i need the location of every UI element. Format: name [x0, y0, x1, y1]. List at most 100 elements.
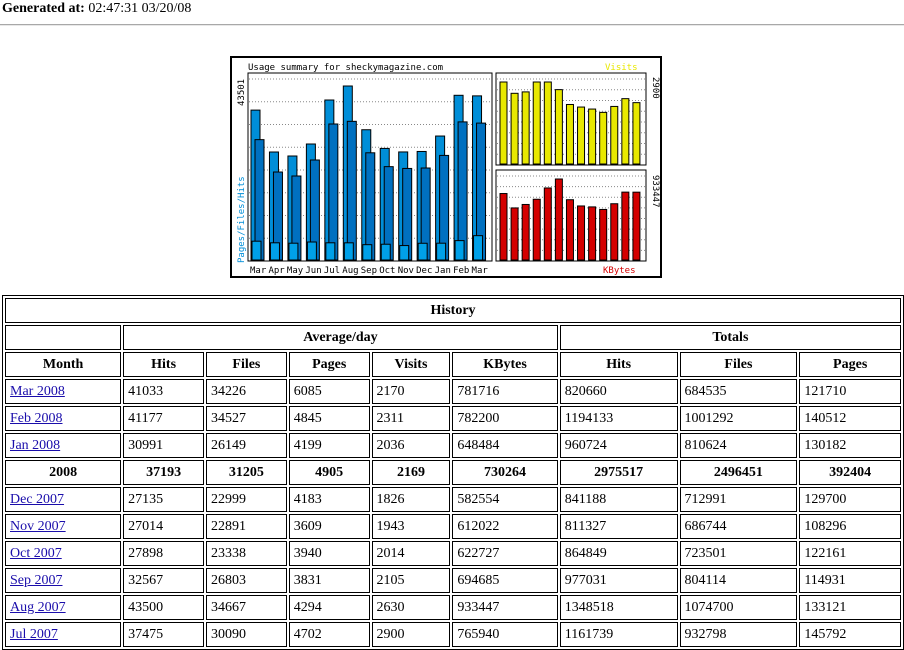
- pages-bar: [306, 241, 317, 261]
- month-tick-label: Mar: [250, 266, 267, 276]
- value-cell: 2170: [371, 379, 451, 404]
- month-link[interactable]: Nov 2007: [10, 518, 66, 534]
- month-tick-label: Nov: [398, 266, 414, 276]
- pages-bar: [325, 242, 336, 261]
- month-link[interactable]: Jul 2007: [10, 626, 58, 642]
- value-cell: 22891: [205, 514, 287, 539]
- month-cell: Dec 2007: [5, 487, 122, 512]
- value-cell: 31205: [205, 460, 287, 485]
- kbytes-bar: [610, 203, 619, 261]
- column-header-files: Files: [205, 352, 287, 377]
- history-caption-row: History: [5, 298, 901, 323]
- value-cell: 22999: [205, 487, 287, 512]
- month-link[interactable]: Aug 2007: [10, 599, 66, 615]
- value-cell: 864849: [559, 541, 678, 566]
- visits-bar: [565, 103, 574, 165]
- value-cell: 960724: [559, 433, 678, 458]
- kbytes-bar: [521, 203, 530, 261]
- value-cell: 27898: [123, 541, 204, 566]
- table-row: Jan 2008 30991 26149 4199 2036 648484 960724 81…: [5, 433, 901, 458]
- month-link[interactable]: Feb 2008: [10, 410, 63, 426]
- files-bar: [365, 152, 376, 261]
- value-cell: 2014: [371, 541, 451, 566]
- files-bar: [457, 121, 468, 261]
- month-tick-label: Jun: [305, 266, 321, 276]
- month-tick-label: Apr: [268, 266, 285, 276]
- value-cell: 392404: [799, 460, 901, 485]
- kbytes-bar: [621, 191, 630, 261]
- column-header-files: Files: [679, 352, 798, 377]
- value-cell: 782200: [452, 406, 558, 431]
- kbytes-bar: [543, 187, 552, 261]
- value-cell: 133121: [799, 595, 901, 620]
- value-cell: 23338: [205, 541, 287, 566]
- value-cell: 2169: [371, 460, 451, 485]
- pages-bar: [399, 245, 410, 261]
- value-cell: 3940: [288, 541, 370, 566]
- value-cell: 30991: [123, 433, 204, 458]
- value-cell: 4845: [288, 406, 370, 431]
- pages-bar: [251, 240, 262, 261]
- kbytes-bar: [554, 178, 563, 261]
- month-link[interactable]: Jan 2008: [10, 437, 61, 453]
- value-cell: 108296: [799, 514, 901, 539]
- value-cell: 41033: [123, 379, 204, 404]
- pages-bar: [380, 243, 391, 261]
- value-cell: 2630: [371, 595, 451, 620]
- visits-bar: [499, 81, 508, 165]
- value-cell: 1001292: [679, 406, 798, 431]
- kbytes-bar: [632, 191, 641, 261]
- month-tick-label: Dec: [416, 266, 432, 276]
- value-cell: 4905: [288, 460, 370, 485]
- month-link[interactable]: Mar 2008: [10, 383, 65, 399]
- column-header-hits: Hits: [559, 352, 678, 377]
- value-cell: 27135: [123, 487, 204, 512]
- totals-header: Totals: [559, 325, 901, 350]
- month-cell: Jul 2007: [5, 622, 122, 647]
- divider: [0, 24, 904, 26]
- history-table: History Average/day Totals Month Hits Files Pa…: [2, 295, 904, 650]
- month-tick-label: Oct: [379, 266, 395, 276]
- kbytes-bar: [532, 198, 541, 261]
- value-cell: 145792: [799, 622, 901, 647]
- visits-bar: [532, 81, 541, 165]
- visits-bar: [610, 105, 619, 165]
- month-link[interactable]: Sep 2007: [10, 572, 63, 588]
- month-link[interactable]: Oct 2007: [10, 545, 62, 561]
- value-cell: 3609: [288, 514, 370, 539]
- value-cell: 3831: [288, 568, 370, 593]
- value-cell: 820660: [559, 379, 678, 404]
- pages-bar: [473, 235, 484, 261]
- visits-label: Visits: [605, 63, 638, 73]
- month-link[interactable]: Dec 2007: [10, 491, 65, 507]
- usage-summary-chart: Usage summary for sheckymagazine.com Visi…: [230, 56, 662, 278]
- chart-title: Usage summary for sheckymagazine.com: [248, 63, 443, 73]
- kbytes-bar: [565, 199, 574, 261]
- value-cell: 1826: [371, 487, 451, 512]
- month-cell: Sep 2007: [5, 568, 122, 593]
- table-row: Oct 2007 27898 23338 3940 2014 622727 864849 72…: [5, 541, 901, 566]
- kbytes-bar: [599, 208, 608, 261]
- value-cell: 26803: [205, 568, 287, 593]
- column-header-visits: Visits: [371, 352, 451, 377]
- value-cell: 1194133: [559, 406, 678, 431]
- month-cell: Feb 2008: [5, 406, 122, 431]
- month-tick-label: Mar: [472, 266, 489, 276]
- value-cell: 730264: [452, 460, 558, 485]
- value-cell: 933447: [452, 595, 558, 620]
- value-cell: 810624: [679, 433, 798, 458]
- history-corner-cell: [5, 325, 122, 350]
- value-cell: 4183: [288, 487, 370, 512]
- kbytes-bar: [510, 207, 519, 261]
- value-cell: 27014: [123, 514, 204, 539]
- month-tick-label: May: [287, 266, 304, 276]
- visits-bar: [554, 89, 563, 165]
- value-cell: 2496451: [679, 460, 798, 485]
- value-cell: 4294: [288, 595, 370, 620]
- value-cell: 2900: [371, 622, 451, 647]
- table-row: Mar 2008 41033 34226 6085 2170 781716 820660 68…: [5, 379, 901, 404]
- left-axis-label: Pages/Files/Hits: [237, 176, 247, 263]
- visits-axis-max: 2900: [650, 77, 660, 99]
- table-row: Sep 2007 32567 26803 3831 2105 694685 977031 80…: [5, 568, 901, 593]
- generated-at: Generated at: 02:47:31 03/20/08: [2, 1, 191, 17]
